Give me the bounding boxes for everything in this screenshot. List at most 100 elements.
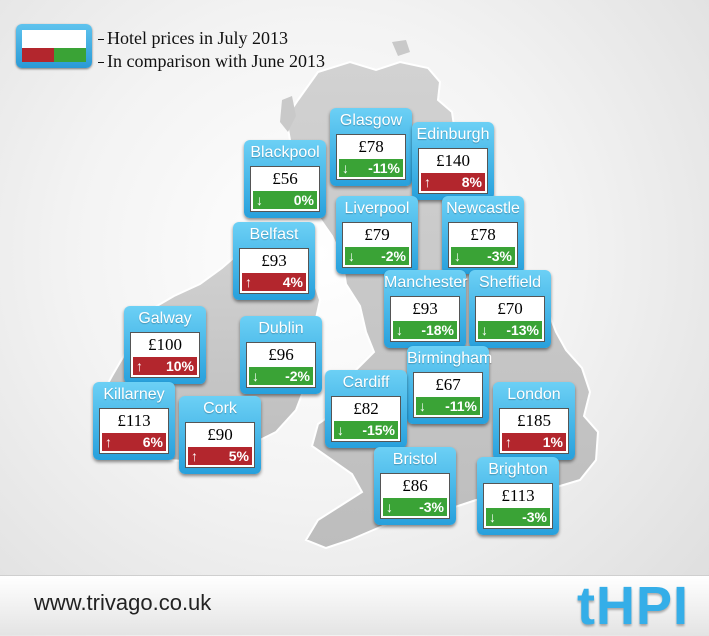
website-link[interactable]: www.trivago.co.uk xyxy=(34,590,212,615)
price-change-bar: ↓ -3% xyxy=(451,247,515,265)
legend-decrease-swatch xyxy=(54,48,86,62)
price-change-bar: ↓ -2% xyxy=(345,247,409,265)
hotel-price: £79 xyxy=(364,225,390,244)
price-change-bar: ↑ 4% xyxy=(242,273,306,291)
price-change-bar: ↑ 6% xyxy=(102,433,166,451)
hotel-price: £86 xyxy=(402,476,428,495)
city-name: Belfast xyxy=(249,226,299,243)
price-change-bar: ↑ 5% xyxy=(188,447,252,465)
arrow-up-icon: ↑ xyxy=(136,358,143,374)
price-panel: £96 ↓ -2% xyxy=(246,342,316,388)
arrow-down-icon: ↓ xyxy=(396,322,403,338)
price-change-bar: ↓ -3% xyxy=(383,498,447,516)
city-card-belfast: Belfast £93 ↑ 4% xyxy=(233,222,315,300)
city-card-glasgow: Glasgow £78 ↓ -11% xyxy=(330,108,412,186)
arrow-up-icon: ↑ xyxy=(191,448,198,464)
uk-ireland-map xyxy=(98,40,600,550)
price-panel: £90 ↑ 5% xyxy=(185,422,255,468)
price-panel: £113 ↑ 6% xyxy=(99,408,169,454)
price-panel: £78 ↓ -11% xyxy=(336,134,406,180)
hotel-price: £70 xyxy=(497,299,523,318)
city-name: Newcastle xyxy=(446,200,520,217)
city-name: Birmingham xyxy=(407,350,493,367)
arrow-up-icon: ↑ xyxy=(245,274,252,290)
price-panel: £140 ↑ 8% xyxy=(418,148,488,194)
thpi-logo: tHPI xyxy=(577,576,689,636)
city-name: Edinburgh xyxy=(416,126,490,143)
percent-change: 1% xyxy=(542,434,563,450)
price-change-bar: ↓ -11% xyxy=(339,159,403,177)
city-name: Cork xyxy=(203,400,237,417)
city-card-manchester: Manchester £93 ↓ -18% xyxy=(384,270,468,348)
city-card-liverpool: Liverpool £79 ↓ -2% xyxy=(336,196,418,274)
price-change-bar: ↑ 8% xyxy=(421,173,485,191)
legend-increase-swatch xyxy=(22,48,54,62)
city-name: Cardiff xyxy=(342,374,390,391)
arrow-up-icon: ↑ xyxy=(505,434,512,450)
percent-change: 4% xyxy=(282,274,303,290)
price-panel: £56 ↓ 0% xyxy=(250,166,320,212)
hotel-price: £93 xyxy=(261,251,287,270)
percent-change: 0% xyxy=(293,192,314,208)
hotel-price: £96 xyxy=(268,345,294,364)
city-name: Dublin xyxy=(258,320,304,337)
price-panel: £113 ↓ -3% xyxy=(483,483,553,529)
percent-change: 8% xyxy=(461,174,482,190)
city-name: Manchester xyxy=(384,274,468,291)
arrow-down-icon: ↓ xyxy=(419,398,426,414)
price-change-bar: ↓ -13% xyxy=(478,321,542,339)
percent-change: -18% xyxy=(421,322,454,338)
arrow-down-icon: ↓ xyxy=(489,509,496,525)
percent-change: -3% xyxy=(487,248,512,264)
price-panel: £93 ↓ -18% xyxy=(390,296,460,342)
orkney-island xyxy=(392,40,410,56)
city-card-cork: Cork £90 ↑ 5% xyxy=(179,396,261,474)
arrow-down-icon: ↓ xyxy=(256,192,263,208)
percent-change: -3% xyxy=(419,499,444,515)
city-name: Glasgow xyxy=(339,112,403,129)
percent-change: 10% xyxy=(165,358,194,374)
arrow-down-icon: ↓ xyxy=(348,248,355,264)
city-card-london: London £185 ↑ 1% xyxy=(493,382,575,460)
city-name: Galway xyxy=(138,310,192,327)
city-name: Killarney xyxy=(103,386,165,403)
hotel-price: £78 xyxy=(470,225,496,244)
percent-change: -11% xyxy=(368,160,400,176)
hotel-price: £113 xyxy=(117,411,151,430)
price-panel: £78 ↓ -3% xyxy=(448,222,518,268)
price-change-bar: ↓ -11% xyxy=(416,397,480,415)
arrow-up-icon: ↑ xyxy=(424,174,431,190)
arrow-down-icon: ↓ xyxy=(252,368,259,384)
arrow-down-icon: ↓ xyxy=(454,248,461,264)
hotel-price: £185 xyxy=(517,411,551,430)
price-panel: £67 ↓ -11% xyxy=(413,372,483,418)
city-card-killarney: Killarney £113 ↑ 6% xyxy=(93,382,175,460)
hotel-price: £93 xyxy=(412,299,438,318)
percent-change: 6% xyxy=(142,434,163,450)
hotel-price: £67 xyxy=(435,375,461,394)
arrow-down-icon: ↓ xyxy=(386,499,393,515)
city-name: Liverpool xyxy=(344,200,410,217)
city-name: Blackpool xyxy=(250,144,320,161)
price-change-bar: ↑ 10% xyxy=(133,357,197,375)
footer: www.trivago.co.uk tHPI xyxy=(0,575,709,635)
hotel-price: £100 xyxy=(148,335,182,354)
percent-change: -11% xyxy=(445,398,477,414)
hebrides-island xyxy=(280,96,296,132)
city-card-sheffield: Sheffield £70 ↓ -13% xyxy=(469,270,551,348)
price-panel: £82 ↓ -15% xyxy=(331,396,401,442)
price-change-bar: ↓ -18% xyxy=(393,321,457,339)
city-card-cardiff: Cardiff £82 ↓ -15% xyxy=(325,370,407,448)
arrow-down-icon: ↓ xyxy=(337,422,344,438)
percent-change: -2% xyxy=(285,368,310,384)
hotel-price: £90 xyxy=(207,425,233,444)
city-card-brighton: Brighton £113 ↓ -3% xyxy=(477,457,559,535)
price-change-bar: ↓ -3% xyxy=(486,508,550,526)
price-panel: £79 ↓ -2% xyxy=(342,222,412,268)
city-card-dublin: Dublin £96 ↓ -2% xyxy=(240,316,322,394)
price-panel: £185 ↑ 1% xyxy=(499,408,569,454)
city-card-blackpool: Blackpool £56 ↓ 0% xyxy=(244,140,326,218)
city-name: Sheffield xyxy=(479,274,541,291)
city-name: Brighton xyxy=(488,461,548,478)
price-change-bar: ↓ -15% xyxy=(334,421,398,439)
